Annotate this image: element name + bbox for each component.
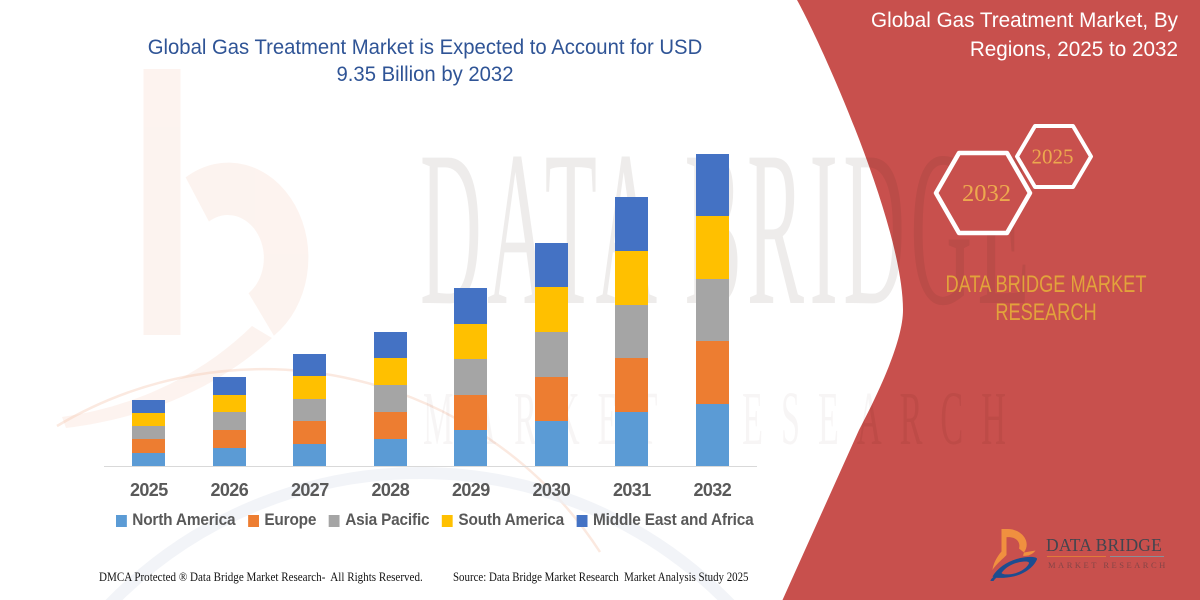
svg-text:2025: 2025 bbox=[1032, 144, 1074, 168]
svg-text:2032: 2032 bbox=[962, 180, 1011, 207]
